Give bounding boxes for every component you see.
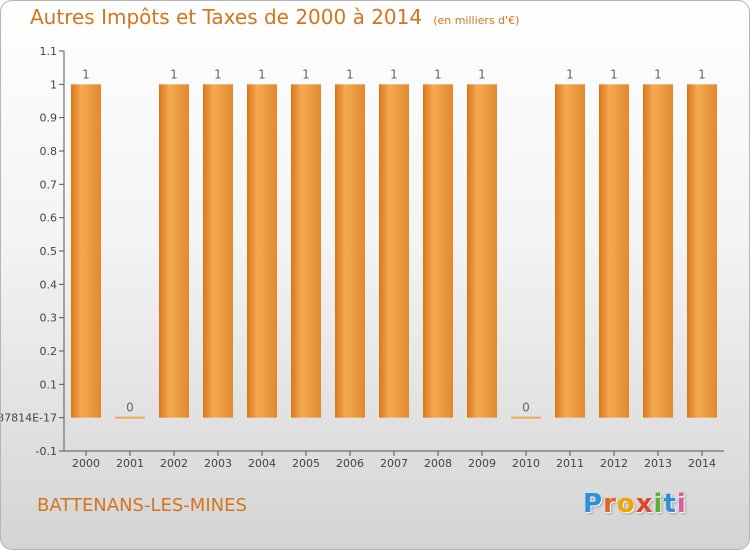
y-tick-label: 1 bbox=[50, 78, 57, 91]
data-label: 1 bbox=[346, 67, 354, 81]
bar bbox=[599, 84, 629, 418]
x-tick-label: 2009 bbox=[468, 457, 496, 470]
logo-letter: t bbox=[663, 489, 677, 519]
x-tick-label: 2003 bbox=[204, 457, 232, 470]
logo-letter: i bbox=[676, 489, 687, 519]
proxiti-logo[interactable]: Proxiti bbox=[583, 489, 687, 519]
logo-letter: r bbox=[603, 489, 617, 519]
bars bbox=[71, 84, 717, 419]
bar bbox=[159, 84, 189, 418]
bar bbox=[247, 84, 277, 418]
data-label: 1 bbox=[566, 67, 574, 81]
bar bbox=[511, 416, 541, 419]
bar bbox=[555, 84, 585, 418]
x-tick-label: 2013 bbox=[644, 457, 672, 470]
x-tick-label: 2011 bbox=[556, 457, 584, 470]
bar bbox=[423, 84, 453, 418]
y-tick-label: 0.9 bbox=[40, 112, 58, 125]
data-label: 1 bbox=[258, 67, 266, 81]
x-tick-label: 2002 bbox=[160, 457, 188, 470]
y-tick-label: 0.5 bbox=[40, 245, 58, 258]
data-label: 1 bbox=[478, 67, 486, 81]
logo-letter: P bbox=[583, 489, 604, 519]
bar bbox=[203, 84, 233, 418]
y-tick-label: 0.4 bbox=[40, 278, 58, 291]
chart-unit: (en milliers d'€) bbox=[433, 14, 520, 27]
x-tick-label: 2010 bbox=[512, 457, 540, 470]
logo-letter: o bbox=[616, 489, 636, 519]
y-tick-label: 0.1 bbox=[40, 378, 58, 391]
bar bbox=[643, 84, 673, 418]
y-tick-label: -0.1 bbox=[36, 445, 57, 458]
commune-name: BATTENANS-LES-MINES bbox=[37, 495, 247, 516]
data-label: 1 bbox=[654, 67, 662, 81]
data-label: 1 bbox=[434, 67, 442, 81]
data-label: 0 bbox=[126, 401, 134, 415]
bar bbox=[379, 84, 409, 418]
bar bbox=[467, 84, 497, 418]
axes: -0.1 1.387814E-17 0.1 0.2 0.3 0.4 0.5 0.6 0.7 0.8… bbox=[1, 45, 724, 458]
y-tick-label: 0.6 bbox=[40, 212, 58, 225]
data-label: 0 bbox=[522, 401, 530, 415]
y-tick-label: 1.387814E-17 bbox=[1, 412, 57, 425]
y-tick-label: 0.2 bbox=[40, 345, 58, 358]
bar bbox=[291, 84, 321, 418]
chart-title: Autres Impôts et Taxes de 2000 à 2014 bbox=[30, 5, 423, 29]
x-tick-label: 2007 bbox=[380, 457, 408, 470]
x-tick-label: 2008 bbox=[424, 457, 452, 470]
data-label: 1 bbox=[170, 67, 178, 81]
logo-letter: x bbox=[635, 489, 654, 519]
x-tick-label: 2014 bbox=[688, 457, 716, 470]
bar bbox=[687, 84, 717, 418]
data-label: 1 bbox=[302, 67, 310, 81]
x-tick-label: 2001 bbox=[116, 457, 144, 470]
data-label: 1 bbox=[82, 67, 90, 81]
x-tick-label: 2006 bbox=[336, 457, 364, 470]
data-label: 1 bbox=[698, 67, 706, 81]
x-tick-label: 2012 bbox=[600, 457, 628, 470]
data-label: 1 bbox=[214, 67, 222, 81]
title-row: Autres Impôts et Taxes de 2000 à 2014 (e… bbox=[30, 5, 519, 29]
y-tick-label: 0.7 bbox=[40, 178, 58, 191]
x-tick-label: 2004 bbox=[248, 457, 276, 470]
data-label: 1 bbox=[390, 67, 398, 81]
y-tick-label: 0.8 bbox=[40, 145, 58, 158]
labels: 2000 1 2001 0 2002 1 2003 1 2004 1 2005 1 2006 1 2007 1… bbox=[72, 67, 716, 470]
logo-letter: i bbox=[653, 489, 664, 519]
y-tick-label: 0.3 bbox=[40, 312, 58, 325]
x-tick-label: 2000 bbox=[72, 457, 100, 470]
bar bbox=[71, 84, 101, 418]
bar bbox=[115, 416, 145, 419]
x-tick-label: 2005 bbox=[292, 457, 320, 470]
bar bbox=[335, 84, 365, 418]
data-label: 1 bbox=[610, 67, 618, 81]
y-tick-label: 1.1 bbox=[40, 45, 58, 58]
